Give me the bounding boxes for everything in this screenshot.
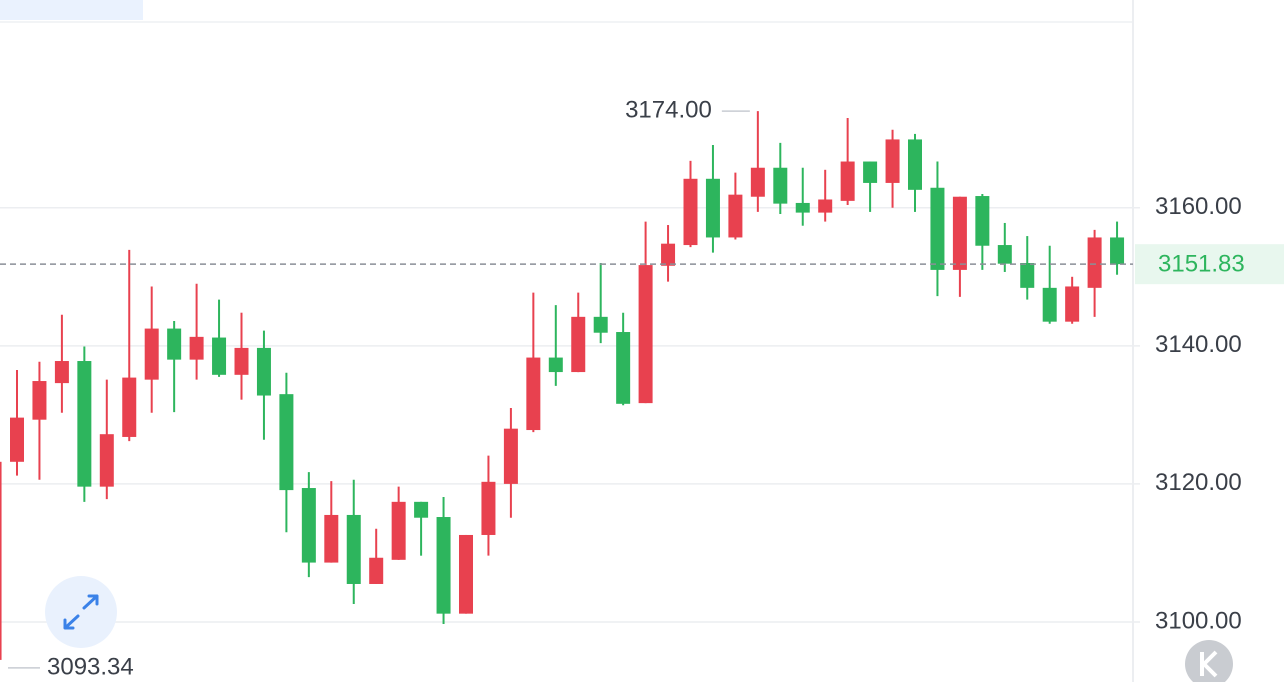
candle-body — [863, 161, 878, 183]
candle-body — [705, 178, 720, 238]
candle-body — [369, 557, 384, 584]
y-tick-label: 3100.00 — [1155, 607, 1242, 634]
candle-body — [908, 139, 922, 190]
candle-body — [840, 161, 855, 201]
candle-body — [1065, 286, 1080, 322]
candle-body — [1042, 287, 1057, 322]
candle-body — [459, 534, 473, 614]
candle-body — [616, 332, 631, 404]
expand-icon[interactable] — [63, 594, 99, 630]
candle-body — [795, 202, 810, 213]
candle-body — [1087, 237, 1102, 288]
candle-body — [548, 357, 563, 373]
expand-button[interactable] — [45, 576, 117, 648]
candle-body — [391, 501, 406, 560]
candle-body — [122, 377, 137, 437]
candle-body — [661, 243, 676, 266]
candle-body — [885, 139, 900, 183]
candle-body — [324, 514, 339, 563]
candle-body — [436, 517, 451, 614]
candle-body — [1020, 262, 1035, 288]
candle-body — [773, 167, 788, 204]
max-annotation-label: 3174.00 — [625, 96, 712, 123]
candle-body — [10, 417, 24, 462]
candle-body — [683, 178, 698, 246]
candle-body — [99, 434, 114, 487]
candle-body — [975, 196, 990, 246]
kline-icon[interactable] — [1200, 650, 1218, 678]
candle-body — [0, 461, 2, 660]
candle-body — [997, 245, 1012, 264]
last-price-badge — [1135, 244, 1284, 285]
candle-body — [212, 337, 227, 375]
candle-body — [256, 347, 271, 396]
candle-body — [818, 199, 833, 213]
candle-body — [593, 316, 608, 333]
candle-body — [54, 361, 69, 384]
candle-body — [32, 381, 47, 420]
candle-body — [77, 361, 92, 487]
candle-body — [234, 347, 249, 375]
candle-body — [728, 194, 743, 238]
candle-body — [189, 336, 204, 360]
candle-body — [638, 265, 653, 404]
grid — [0, 207, 1140, 623]
tab-highlight — [0, 0, 143, 20]
candle-body — [346, 514, 361, 584]
candle-body — [414, 501, 429, 518]
candle-body — [1110, 237, 1125, 265]
candle-body — [930, 187, 945, 270]
y-tick-label: 3140.00 — [1155, 331, 1242, 358]
candle-body — [952, 196, 967, 270]
min-annotation-label: 3093.34 — [47, 653, 134, 680]
y-tick-label: 3160.00 — [1155, 193, 1242, 220]
candles — [0, 111, 1125, 660]
candle-body — [279, 394, 294, 491]
candle-body — [503, 428, 518, 484]
y-tick-label: 3120.00 — [1155, 469, 1242, 496]
candle-body — [750, 167, 765, 197]
candle-body — [526, 357, 541, 431]
last-price-label: 3151.83 — [1158, 251, 1245, 278]
candle-body — [481, 481, 496, 535]
candle-body — [144, 328, 159, 380]
expand-circle[interactable] — [45, 576, 117, 648]
candle-body — [301, 488, 316, 563]
kline-button[interactable] — [1185, 640, 1233, 682]
labels: 3100.00 3120.00 3140.00 3160.00 3174.00 3093.… — [0, 96, 1284, 680]
candle-body — [167, 328, 182, 360]
candle-body — [571, 316, 586, 373]
